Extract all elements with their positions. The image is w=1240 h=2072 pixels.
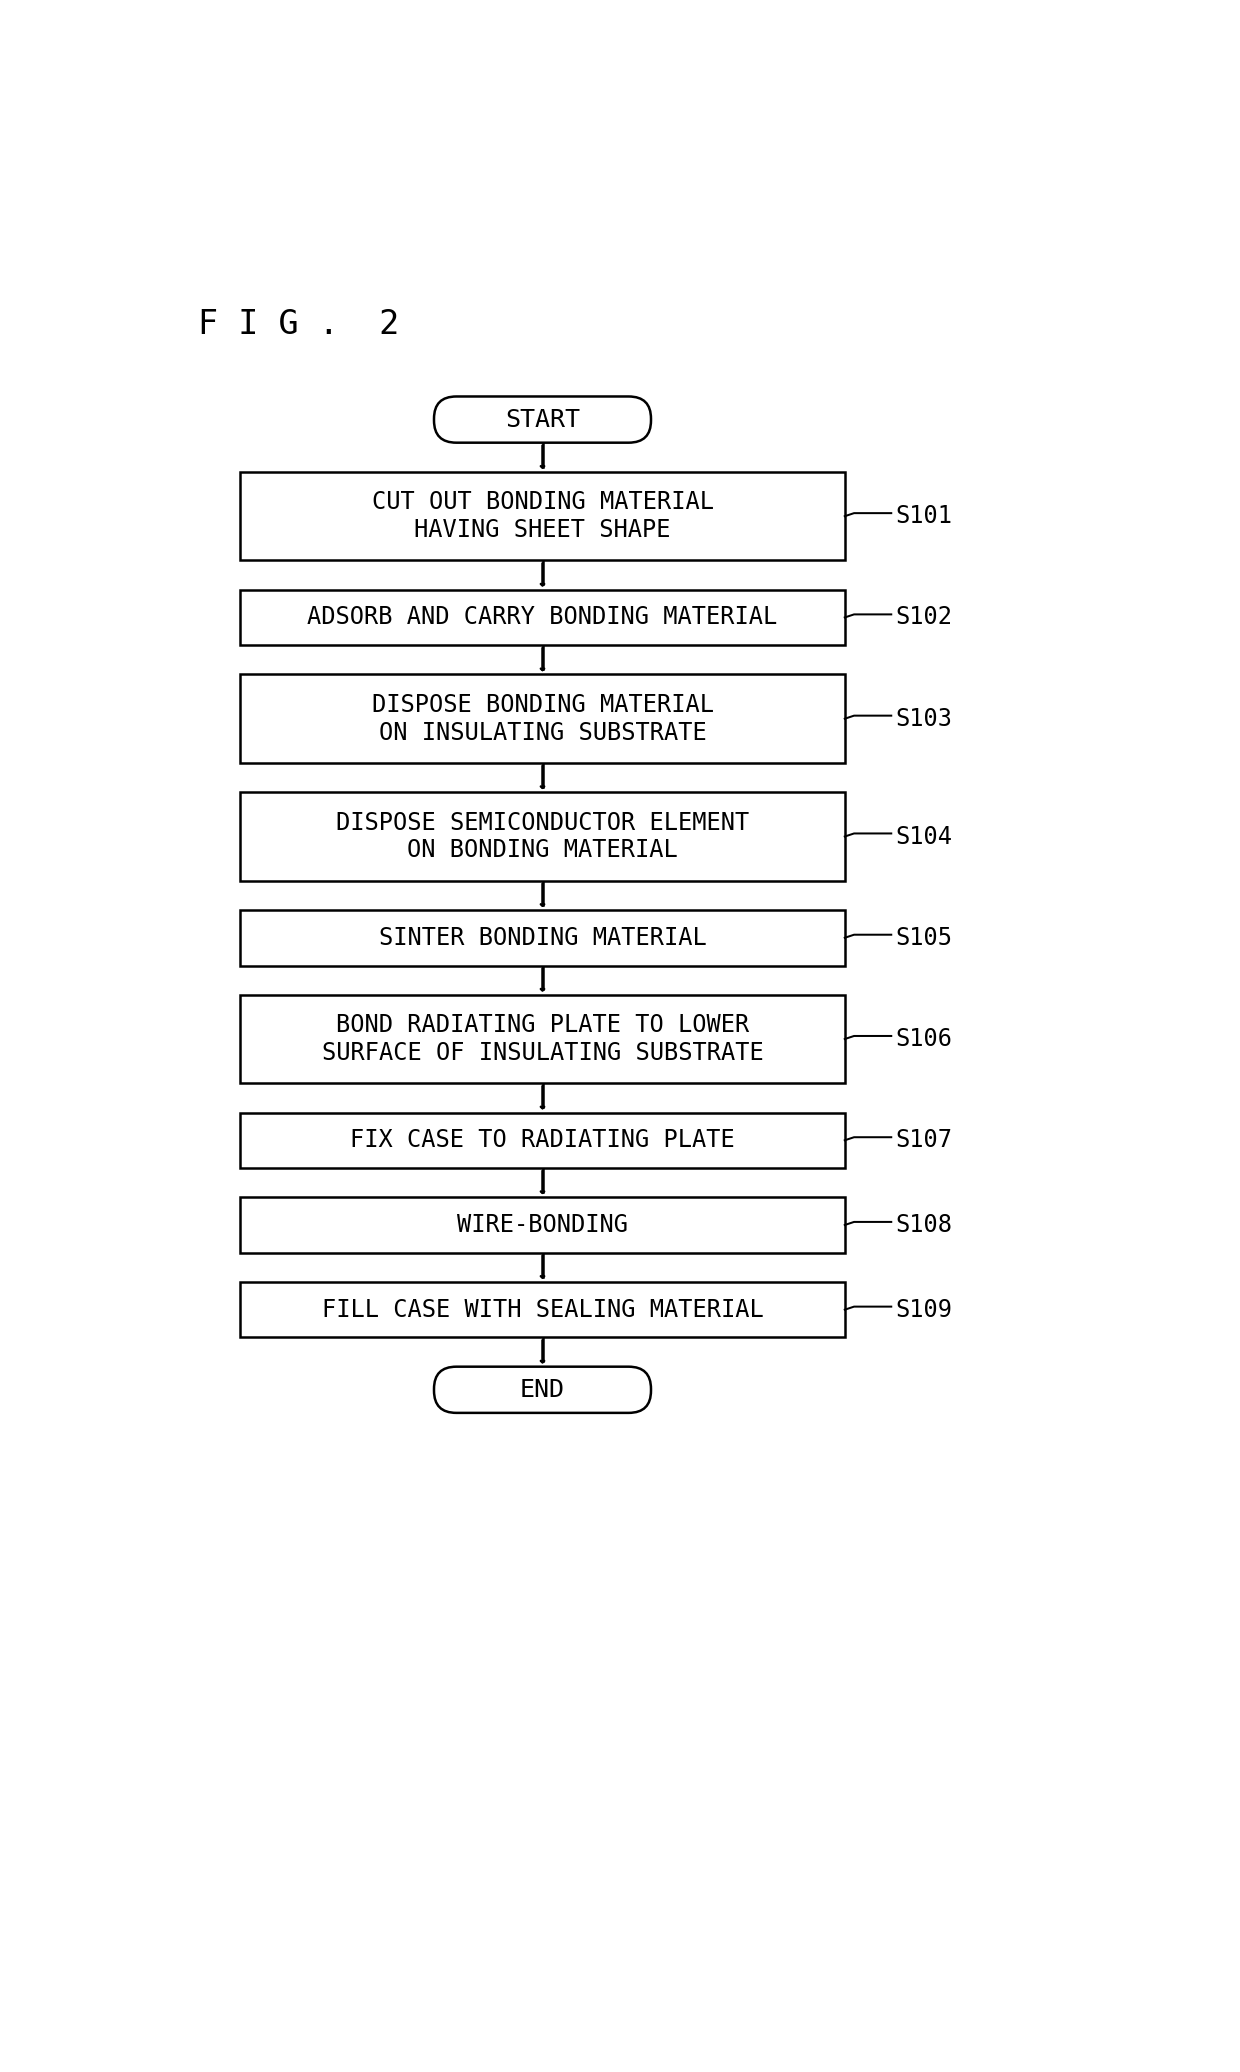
Text: FIX CASE TO RADIATING PLATE: FIX CASE TO RADIATING PLATE: [350, 1129, 735, 1152]
Text: START: START: [505, 408, 580, 431]
FancyBboxPatch shape: [241, 1198, 844, 1254]
Text: S109: S109: [895, 1297, 952, 1322]
FancyBboxPatch shape: [241, 591, 844, 644]
Text: BOND RADIATING PLATE TO LOWER
SURFACE OF INSULATING SUBSTRATE: BOND RADIATING PLATE TO LOWER SURFACE OF…: [321, 1013, 764, 1065]
Text: ADSORB AND CARRY BONDING MATERIAL: ADSORB AND CARRY BONDING MATERIAL: [308, 605, 777, 630]
Text: S101: S101: [895, 503, 952, 528]
FancyBboxPatch shape: [241, 910, 844, 966]
Text: END: END: [520, 1378, 565, 1403]
FancyBboxPatch shape: [241, 1283, 844, 1336]
Text: S103: S103: [895, 707, 952, 731]
Text: S107: S107: [895, 1129, 952, 1152]
Text: S108: S108: [895, 1212, 952, 1237]
Text: WIRE-BONDING: WIRE-BONDING: [458, 1212, 627, 1237]
Text: S102: S102: [895, 605, 952, 630]
Text: SINTER BONDING MATERIAL: SINTER BONDING MATERIAL: [378, 926, 707, 949]
Text: FILL CASE WITH SEALING MATERIAL: FILL CASE WITH SEALING MATERIAL: [321, 1297, 764, 1322]
FancyBboxPatch shape: [241, 1113, 844, 1169]
Text: F I G .  2: F I G . 2: [197, 309, 399, 342]
FancyBboxPatch shape: [241, 472, 844, 562]
Text: DISPOSE BONDING MATERIAL
ON INSULATING SUBSTRATE: DISPOSE BONDING MATERIAL ON INSULATING S…: [372, 692, 713, 744]
Text: CUT OUT BONDING MATERIAL
HAVING SHEET SHAPE: CUT OUT BONDING MATERIAL HAVING SHEET SH…: [372, 491, 713, 543]
FancyBboxPatch shape: [241, 792, 844, 881]
Text: S105: S105: [895, 926, 952, 949]
Text: S104: S104: [895, 825, 952, 850]
FancyBboxPatch shape: [241, 995, 844, 1084]
Text: DISPOSE SEMICONDUCTOR ELEMENT
ON BONDING MATERIAL: DISPOSE SEMICONDUCTOR ELEMENT ON BONDING…: [336, 810, 749, 862]
FancyBboxPatch shape: [241, 675, 844, 762]
FancyBboxPatch shape: [434, 1368, 651, 1413]
Text: S106: S106: [895, 1028, 952, 1051]
FancyBboxPatch shape: [434, 396, 651, 443]
